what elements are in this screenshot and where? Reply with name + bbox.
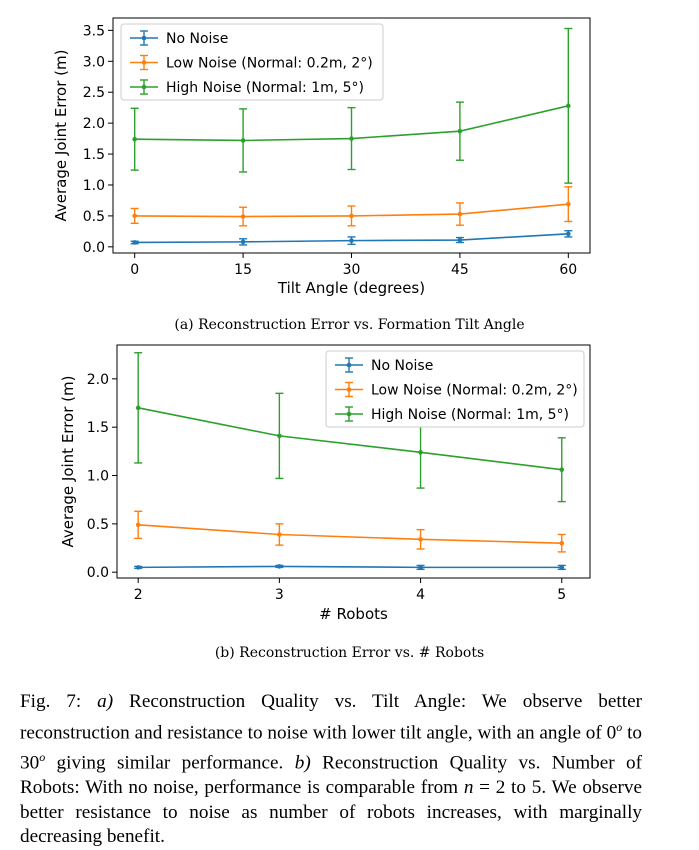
data-point (559, 467, 565, 473)
y-tick-label: 3.0 (83, 54, 105, 70)
fig-label: Fig. 7: (20, 691, 82, 712)
part-a-end: giving similar performance. (45, 752, 295, 774)
data-point (559, 540, 565, 546)
y-tick-label: 0.5 (83, 209, 105, 225)
x-tick-label: 15 (234, 262, 252, 278)
data-point (135, 565, 141, 570)
x-tick-label: 30 (343, 262, 361, 278)
legend-label: Low Noise (Normal: 0.2m, 2°) (166, 56, 373, 72)
data-point (277, 532, 282, 537)
y-axis-label: Average Joint Error (m) (59, 376, 77, 548)
degree-mark-low: o (616, 719, 623, 734)
data-point (566, 201, 571, 207)
plot-frame (116, 344, 591, 579)
data-point (457, 128, 463, 134)
data-point (240, 214, 246, 219)
data-point (418, 537, 423, 542)
part-a-text: Reconstruction Quality vs. Tilt Angle: W… (20, 691, 642, 743)
part-a-label: a) (97, 691, 114, 712)
data-point (566, 231, 571, 237)
x-tick-label: 0 (130, 262, 139, 278)
data-point (566, 103, 571, 109)
data-point (349, 238, 354, 243)
legend-marker (141, 84, 147, 90)
legend-box (120, 23, 384, 101)
part-b-text: Reconstruction Quality vs. Number of Rob… (20, 752, 642, 799)
y-tick-label: 2.0 (83, 116, 105, 132)
series-line (138, 407, 562, 471)
series-line (138, 565, 562, 569)
data-point (349, 213, 354, 219)
legend-marker (346, 411, 352, 417)
part-b-label: b) (294, 752, 311, 774)
data-point (277, 564, 282, 569)
y-tick-label: 0.0 (83, 240, 105, 256)
legend-label: High Noise (Normal: 1m, 5°) (166, 80, 364, 96)
caption-b: (b) Reconstruction Error vs. # Robots (214, 645, 485, 661)
caption-a: (a) Reconstruction Error vs. Formation T… (174, 317, 525, 333)
legend-label: No Noise (371, 358, 433, 374)
legend-marker (346, 387, 352, 392)
data-point (135, 522, 141, 528)
data-point (457, 211, 463, 217)
y-tick-label: 1.5 (87, 420, 109, 436)
chart-num-robots: 0.0 0.5 1.0 1.5 2.0 2 3 4 5 # Robots Average Joint… (59, 344, 591, 623)
data-point (132, 213, 137, 219)
data-point (349, 136, 354, 141)
y-tick-label: 2.5 (83, 85, 105, 101)
x-tick-label: 5 (557, 587, 566, 603)
legend-label: Low Noise (Normal: 0.2m, 2°) (371, 383, 578, 399)
y-tick-label: 0.0 (87, 565, 109, 581)
data-point (559, 565, 565, 570)
y-tick-label: 0.5 (87, 517, 109, 533)
data-point (132, 240, 137, 245)
x-tick-label: 3 (275, 587, 284, 603)
figure-caption: Fig. 7: a) Reconstruction Quality vs. Ti… (20, 690, 642, 850)
y-tick-label: 1.0 (83, 178, 105, 194)
legend-label: No Noise (166, 31, 228, 47)
x-axis-label: Tilt Angle (degrees) (277, 279, 425, 297)
legend-marker (141, 60, 147, 65)
data-point (240, 239, 246, 245)
data-point (132, 136, 137, 142)
data-point (418, 565, 423, 570)
legend-marker (346, 362, 352, 368)
y-tick-label: 2.0 (87, 372, 109, 388)
angle-high: 30 (20, 752, 40, 774)
x-axis-label: # Robots (319, 605, 388, 623)
data-point (135, 405, 141, 411)
y-axis-label: Average Joint Error (m) (52, 50, 70, 222)
data-point (418, 450, 423, 455)
legend-box (325, 350, 585, 428)
y-tick-label: 3.5 (83, 23, 105, 39)
n-symbol: n (463, 777, 474, 799)
series-line (138, 524, 562, 544)
angle-low: 0 (606, 721, 617, 743)
degree-mark-high: o (39, 750, 46, 765)
x-tick-label: 60 (559, 262, 577, 278)
angle-mid: to (622, 721, 642, 743)
y-tick-label: 1.5 (83, 147, 105, 163)
part-b-end: . We observe better resistance to noise … (20, 777, 642, 848)
x-tick-label: 2 (134, 587, 143, 603)
plot-frame (112, 17, 591, 254)
data-point (240, 138, 246, 143)
x-tick-label: 4 (416, 587, 425, 603)
legend-label: High Noise (Normal: 1m, 5°) (371, 407, 569, 423)
n-range: = 2 to 5 (473, 777, 542, 799)
data-point (277, 433, 282, 439)
x-tick-label: 45 (451, 262, 469, 278)
data-point (457, 237, 463, 243)
chart-tilt-angle: 0.0 0.5 1.0 1.5 2.0 2.5 3.0 3.5 0 15 30 45 60 Tilt An… (52, 17, 591, 297)
y-tick-label: 1.0 (87, 469, 109, 485)
legend-marker (141, 35, 147, 41)
